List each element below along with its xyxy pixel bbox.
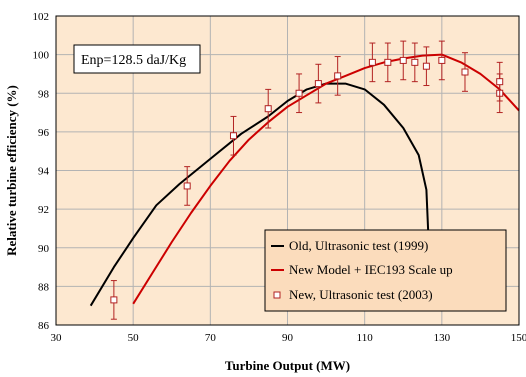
tick-labels: 30 50 70 90 110 130 150 86 88 90 92 94 96 98 100 102 bbox=[33, 11, 526, 344]
y-tick-label: 90 bbox=[38, 243, 50, 255]
legend-frame bbox=[264, 229, 507, 312]
y-tick-label: 98 bbox=[38, 88, 50, 100]
legend-label-old-ultrasonic: Old, Ultrasonic test (1999) bbox=[289, 238, 428, 253]
x-tick-label: 150 bbox=[511, 332, 526, 344]
x-tick-label: 90 bbox=[282, 332, 294, 344]
annotation-text: Enp=128.5 daJ/Kg bbox=[81, 53, 186, 68]
series-layer bbox=[89, 40, 520, 320]
data-point bbox=[229, 132, 237, 140]
data-point bbox=[110, 296, 118, 304]
data-point bbox=[422, 62, 430, 70]
data-point bbox=[368, 58, 376, 66]
x-axis-title: Turbine Output (MW) bbox=[225, 358, 350, 373]
data-point bbox=[461, 68, 469, 76]
plot-frame bbox=[55, 15, 520, 326]
data-point bbox=[496, 78, 504, 86]
annotation-frame bbox=[73, 44, 201, 74]
data-point bbox=[314, 80, 322, 88]
data-point bbox=[438, 56, 446, 64]
y-tick-label: 102 bbox=[33, 11, 50, 23]
y-tick-label: 86 bbox=[38, 320, 50, 332]
y-tick-label: 100 bbox=[33, 50, 50, 62]
x-tick-label: 70 bbox=[205, 332, 217, 344]
y-axis-title: Relative turbine efficiency (%) bbox=[4, 85, 19, 256]
y-tick-label: 96 bbox=[38, 127, 50, 139]
y-tick-label: 88 bbox=[38, 281, 50, 293]
x-tick-label: 50 bbox=[128, 332, 140, 344]
legend: Old, Ultrasonic test (1999) New Model + … bbox=[264, 229, 507, 312]
legend-swatch-new-ultrasonic bbox=[273, 291, 281, 299]
data-point bbox=[334, 72, 342, 80]
x-tick-label: 30 bbox=[51, 332, 63, 344]
data-point bbox=[384, 58, 392, 66]
series-line-1 bbox=[132, 53, 520, 305]
data-point bbox=[295, 89, 303, 97]
y-tick-label: 94 bbox=[38, 166, 50, 178]
legend-label-new-model: New Model + IEC193 Scale up bbox=[289, 262, 453, 277]
x-tick-label: 130 bbox=[434, 332, 451, 344]
x-tick-label: 110 bbox=[357, 332, 374, 344]
annotation-box: Enp=128.5 daJ/Kg bbox=[73, 44, 201, 74]
data-point bbox=[183, 182, 191, 190]
data-point bbox=[411, 58, 419, 66]
data-point bbox=[399, 56, 407, 64]
data-point bbox=[264, 105, 272, 113]
y-tick-label: 92 bbox=[38, 204, 49, 216]
legend-label-new-ultrasonic: New, Ultrasonic test (2003) bbox=[289, 287, 433, 302]
